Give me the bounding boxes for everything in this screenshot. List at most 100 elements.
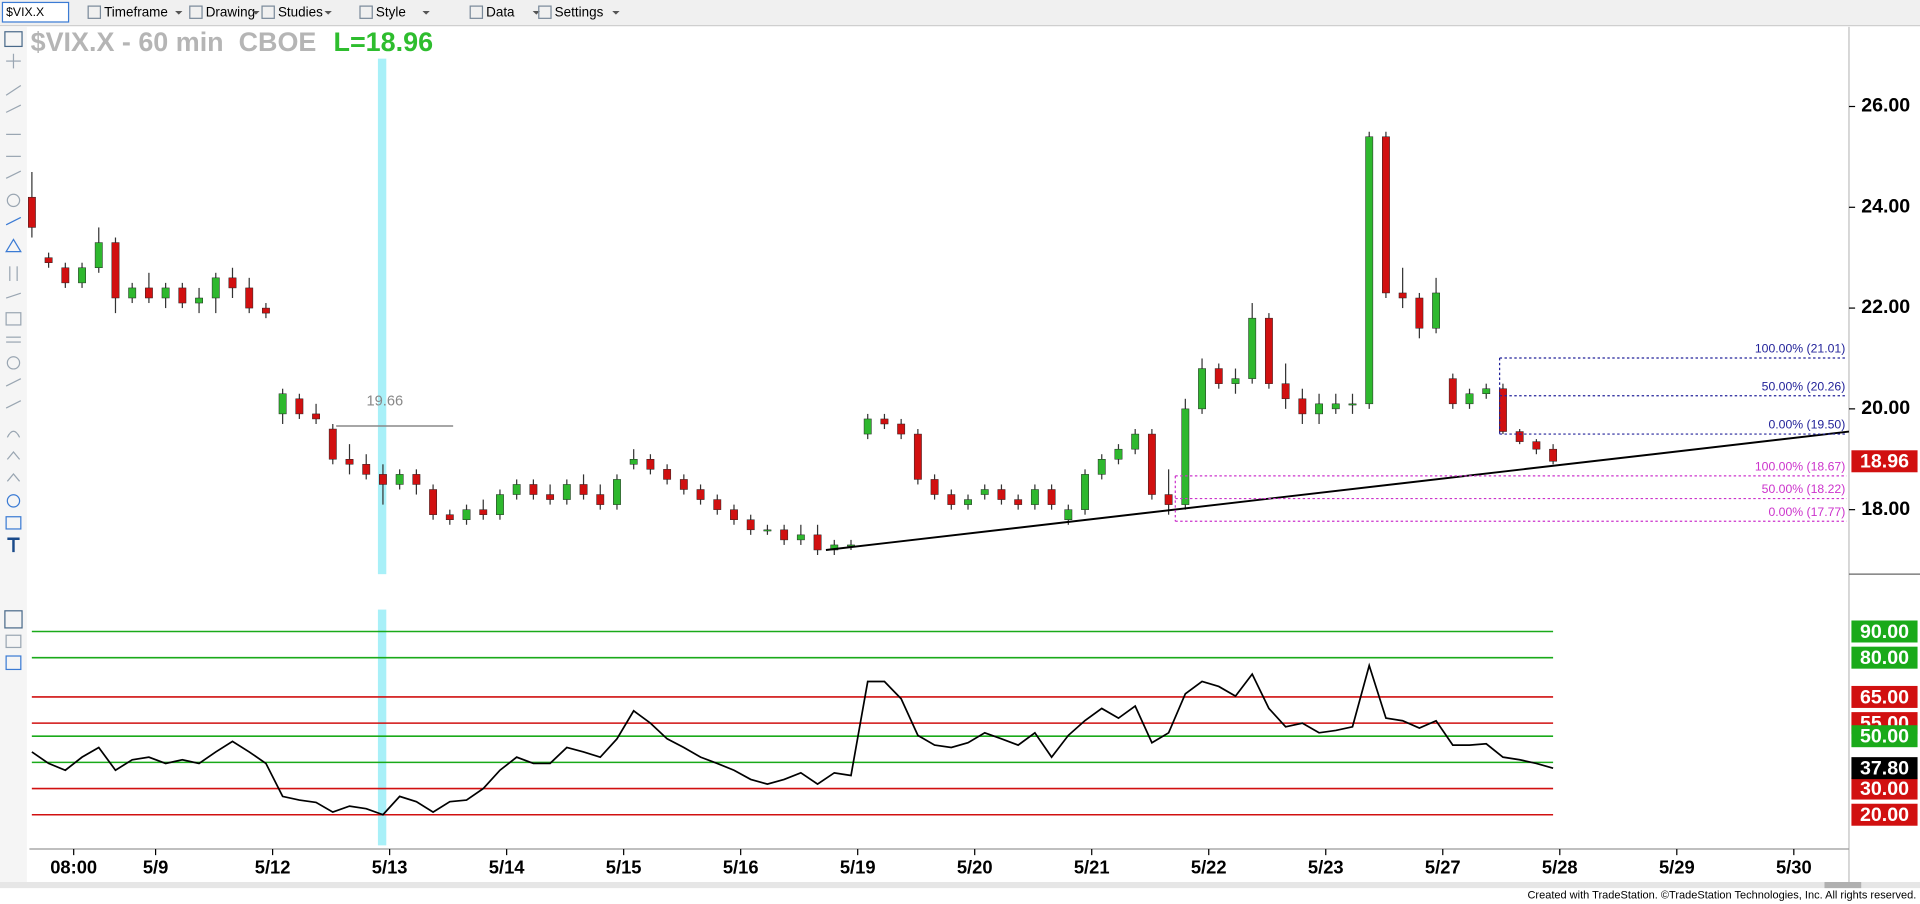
candle-body bbox=[429, 489, 438, 515]
menu-item[interactable]: Style bbox=[376, 4, 406, 19]
fib-label: 50.00% (18.22) bbox=[1762, 482, 1846, 496]
trendline bbox=[825, 430, 1850, 551]
scrollbar[interactable] bbox=[0, 882, 1920, 889]
fib-label: 0.00% (17.77) bbox=[1768, 505, 1845, 519]
fib-label: 0.00% (19.50) bbox=[1768, 418, 1845, 432]
candle-body bbox=[663, 469, 672, 480]
candle-body bbox=[613, 479, 621, 505]
candle-body bbox=[1064, 509, 1073, 520]
candle-body bbox=[228, 277, 237, 289]
candle-body bbox=[362, 464, 371, 475]
level-label-box bbox=[1851, 646, 1918, 669]
candle-body bbox=[1181, 408, 1190, 505]
candle-body bbox=[596, 494, 605, 505]
level-label-box bbox=[1851, 725, 1918, 748]
menu-arrow bbox=[422, 10, 430, 15]
candle-body bbox=[997, 489, 1006, 500]
candle-body bbox=[947, 494, 956, 505]
candle-body bbox=[1030, 489, 1039, 505]
candle-body bbox=[746, 519, 755, 531]
candle-body bbox=[78, 267, 86, 284]
candle-body bbox=[1315, 403, 1323, 415]
candle-body bbox=[646, 459, 655, 470]
candle-body bbox=[1298, 398, 1307, 415]
menu-icon bbox=[469, 5, 484, 19]
candle-body bbox=[379, 474, 387, 485]
candle-body bbox=[913, 433, 922, 480]
menu-icon bbox=[538, 5, 552, 19]
candle-body bbox=[796, 534, 805, 541]
candle-body bbox=[512, 484, 521, 495]
level-label: 30.00 bbox=[1860, 778, 1909, 800]
candle-body bbox=[1382, 136, 1390, 294]
current-value-box bbox=[1851, 757, 1918, 780]
candle-body bbox=[1264, 317, 1273, 384]
current-price-label: 18.96 bbox=[1860, 451, 1909, 473]
x-tick-label: 5/23 bbox=[1308, 856, 1344, 877]
candle-body bbox=[312, 413, 320, 420]
x-tick-label: 5/28 bbox=[1542, 856, 1578, 877]
x-tick-label: 5/29 bbox=[1659, 856, 1695, 877]
menu-icon bbox=[261, 5, 275, 19]
candle-body bbox=[562, 484, 571, 500]
menu-icon bbox=[87, 5, 102, 19]
candle-body bbox=[445, 514, 454, 520]
symbol-input[interactable] bbox=[1, 1, 70, 23]
candle-body bbox=[763, 529, 772, 532]
x-tick-label: 5/27 bbox=[1425, 856, 1461, 877]
candle-body bbox=[1164, 494, 1173, 505]
x-tick-label: 5/15 bbox=[606, 856, 642, 877]
candle-body bbox=[1331, 403, 1340, 410]
symbol-text: $VIX.X bbox=[6, 5, 44, 19]
candle-body bbox=[813, 534, 822, 551]
x-tick-label: 5/16 bbox=[723, 856, 759, 877]
menu-item[interactable]: Timeframe bbox=[104, 4, 168, 19]
level-label-box bbox=[1851, 685, 1918, 708]
menu-arrow bbox=[252, 10, 260, 15]
candle-body bbox=[579, 484, 588, 495]
candle-body bbox=[529, 484, 538, 495]
time-highlight bbox=[377, 58, 387, 575]
candle-body bbox=[61, 267, 70, 284]
candle-body bbox=[1415, 297, 1424, 329]
x-tick-label: 5/9 bbox=[143, 856, 169, 877]
candle-body bbox=[1549, 448, 1558, 462]
level-label: 20.00 bbox=[1860, 804, 1909, 826]
candle-body bbox=[1432, 292, 1441, 329]
candle-body bbox=[178, 287, 187, 304]
menu-item[interactable]: Studies bbox=[278, 4, 323, 19]
candle-body bbox=[880, 418, 889, 425]
scrollbar-thumb[interactable] bbox=[1824, 882, 1862, 889]
candle-body bbox=[1214, 368, 1223, 384]
candle-body bbox=[1198, 368, 1206, 410]
fib-label: 50.00% (20.26) bbox=[1762, 379, 1846, 393]
candle-body bbox=[245, 287, 254, 309]
menu-item[interactable]: Drawing bbox=[206, 4, 255, 19]
candle-body bbox=[897, 423, 906, 435]
candle-body bbox=[462, 509, 471, 520]
candle-body bbox=[128, 287, 137, 299]
candle-body bbox=[195, 297, 203, 304]
candle-body bbox=[328, 428, 337, 460]
menu-icon bbox=[189, 5, 203, 19]
current-price-box bbox=[1851, 450, 1918, 473]
candle-body bbox=[980, 489, 989, 495]
level-label: 65.00 bbox=[1860, 686, 1909, 708]
candle-body bbox=[780, 529, 789, 541]
candle-body bbox=[1231, 378, 1240, 384]
chart-title: $VIX.X - 60 min CBOE bbox=[31, 27, 317, 57]
candle-body bbox=[1515, 431, 1524, 442]
x-tick-label: 5/21 bbox=[1074, 856, 1110, 877]
time-highlight bbox=[377, 609, 387, 846]
candle-body bbox=[94, 242, 103, 269]
x-tick-label: 5/19 bbox=[840, 856, 876, 877]
menu-arrow bbox=[612, 10, 620, 15]
candle-body bbox=[345, 459, 354, 465]
menu-item[interactable]: Data bbox=[486, 4, 515, 19]
tool-icons bbox=[4, 31, 23, 671]
menu-item[interactable]: Settings bbox=[555, 4, 604, 19]
x-tick-label: 5/30 bbox=[1776, 856, 1812, 877]
candle-body bbox=[1365, 136, 1374, 405]
